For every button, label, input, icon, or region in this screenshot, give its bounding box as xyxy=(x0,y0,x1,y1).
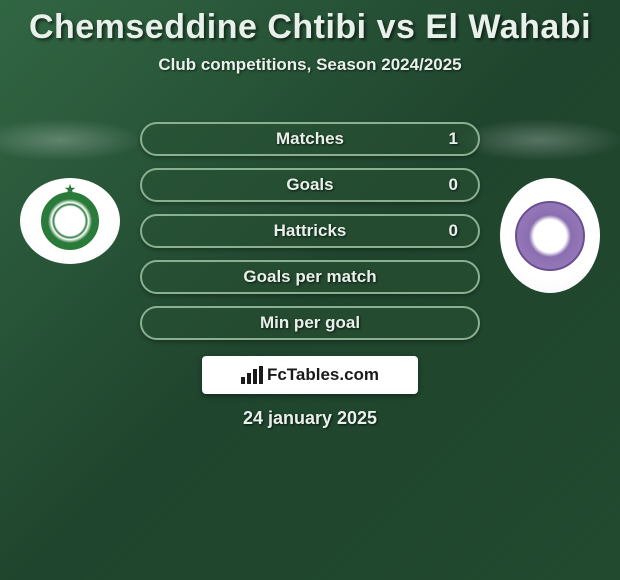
chart-bars-icon xyxy=(241,366,263,384)
date-label: 24 january 2025 xyxy=(0,408,620,429)
stat-value: 0 xyxy=(449,175,458,195)
club-logo-right xyxy=(500,178,600,293)
stat-label: Hattricks xyxy=(274,221,347,241)
stat-value: 1 xyxy=(449,129,458,149)
stat-label: Goals per match xyxy=(243,267,376,287)
page-title: Chemseddine Chtibi vs El Wahabi xyxy=(0,0,620,47)
stat-row-min-per-goal: Min per goal xyxy=(140,306,480,340)
stat-row-goals: Goals 0 xyxy=(140,168,480,202)
page-subtitle: Club competitions, Season 2024/2025 xyxy=(0,55,620,75)
stat-label: Min per goal xyxy=(260,313,360,333)
club-crest-right xyxy=(515,201,585,271)
stat-value: 0 xyxy=(449,221,458,241)
branding-badge: FcTables.com xyxy=(202,356,418,394)
stat-label: Matches xyxy=(276,129,344,149)
stat-label: Goals xyxy=(286,175,333,195)
content-container: Chemseddine Chtibi vs El Wahabi Club com… xyxy=(0,0,620,580)
stat-row-goals-per-match: Goals per match xyxy=(140,260,480,294)
stats-list: Matches 1 Goals 0 Hattricks 0 Goals per … xyxy=(140,122,480,352)
club-logo-left xyxy=(20,178,120,264)
stat-row-hattricks: Hattricks 0 xyxy=(140,214,480,248)
club-crest-left xyxy=(41,192,99,250)
branding-text: FcTables.com xyxy=(267,365,379,385)
stat-row-matches: Matches 1 xyxy=(140,122,480,156)
